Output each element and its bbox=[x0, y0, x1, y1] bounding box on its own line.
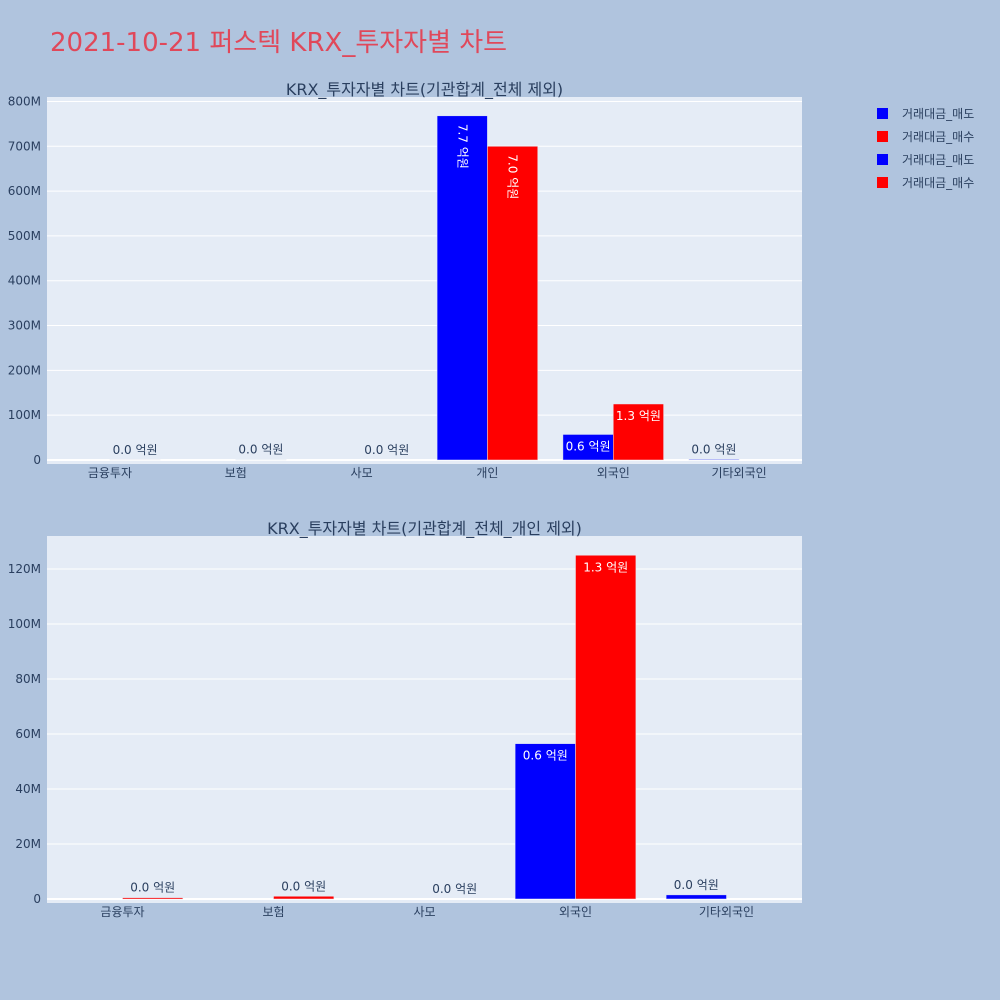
legend-swatch[interactable] bbox=[877, 177, 888, 188]
legend-label[interactable]: 거래대금_매도 bbox=[902, 153, 974, 167]
y-tick-label: 700M bbox=[8, 139, 41, 153]
x-tick-label: 보험 bbox=[225, 466, 247, 480]
y-tick-label: 400M bbox=[8, 274, 41, 288]
data-label: 7.7 억원 bbox=[455, 124, 469, 169]
x-tick-label: 기타외국인 bbox=[711, 466, 766, 480]
x-tick-label: 사모 bbox=[351, 466, 373, 480]
y-tick-label: 40M bbox=[15, 782, 41, 796]
x-tick-label: 사모 bbox=[413, 905, 435, 919]
data-label: 1.3 억원 bbox=[616, 409, 661, 423]
data-label: 7.0 억원 bbox=[506, 154, 520, 199]
bar[interactable] bbox=[122, 897, 184, 900]
y-tick-label: 120M bbox=[8, 562, 41, 576]
data-label: 1.3 억원 bbox=[583, 560, 628, 574]
legend-label[interactable]: 거래대금_매수 bbox=[902, 176, 974, 190]
plot-area bbox=[47, 536, 802, 903]
data-label: 0.0 억원 bbox=[113, 443, 158, 457]
y-tick-label: 600M bbox=[8, 184, 41, 198]
y-tick-label: 100M bbox=[8, 617, 41, 631]
chart-top: 0 100M 200M 300M 400M 500M 600M 700M 800M KRX_투자자… bbox=[8, 80, 802, 480]
y-tick-label: 800M bbox=[8, 94, 41, 108]
legend-swatch[interactable] bbox=[877, 131, 888, 142]
legend-swatch[interactable] bbox=[877, 154, 888, 165]
y-tick-label: 500M bbox=[8, 229, 41, 243]
y-tick-label: 20M bbox=[15, 837, 41, 851]
data-label: 0.0 억원 bbox=[691, 442, 736, 456]
bar[interactable] bbox=[688, 459, 740, 461]
y-tick-label: 200M bbox=[8, 363, 41, 377]
bar[interactable] bbox=[562, 434, 614, 461]
x-tick-label: 기타외국인 bbox=[699, 905, 754, 919]
data-label: 0.0 억원 bbox=[674, 878, 719, 892]
chart-bottom: 0 20M 40M 60M 80M 100M 120M KRX_투자자별 차트(기관합계_전체… bbox=[8, 519, 802, 919]
legend-swatch[interactable] bbox=[877, 108, 888, 119]
y-tick-label: 60M bbox=[15, 727, 41, 741]
y-tick-label: 0 bbox=[33, 892, 41, 906]
bar[interactable] bbox=[273, 896, 335, 900]
bar[interactable] bbox=[665, 894, 727, 900]
x-tick-label: 금융투자 bbox=[88, 466, 132, 480]
data-label: 0.0 억원 bbox=[432, 882, 477, 896]
x-tick-label: 외국인 bbox=[559, 905, 592, 919]
x-tick-label: 개인 bbox=[476, 466, 498, 480]
bar[interactable] bbox=[575, 555, 637, 900]
data-label: 0.6 억원 bbox=[566, 439, 611, 453]
legend-label[interactable]: 거래대금_매도 bbox=[902, 107, 974, 121]
chart-title: KRX_투자자별 차트(기관합계_전체_개인 제외) bbox=[267, 519, 582, 539]
data-label: 0.0 억원 bbox=[130, 881, 175, 895]
x-tick-label: 외국인 bbox=[597, 466, 630, 480]
page-title: 2021-10-21 퍼스텍 KRX_투자자별 차트 bbox=[50, 28, 508, 58]
data-label: 0.0 억원 bbox=[364, 443, 409, 457]
bar[interactable] bbox=[436, 115, 488, 461]
bar[interactable] bbox=[613, 403, 664, 461]
y-tick-label: 100M bbox=[8, 408, 41, 422]
y-tick-label: 300M bbox=[8, 319, 41, 333]
data-label: 0.0 억원 bbox=[281, 879, 326, 893]
chart-title: KRX_투자자별 차트(기관합계_전체 제외) bbox=[286, 80, 563, 100]
y-tick-label: 80M bbox=[15, 672, 41, 686]
legend-label[interactable]: 거래대금_매수 bbox=[902, 130, 974, 144]
y-tick-label: 0 bbox=[33, 453, 41, 467]
bar[interactable] bbox=[514, 743, 576, 900]
x-tick-label: 보험 bbox=[262, 905, 284, 919]
data-label: 0.0 억원 bbox=[238, 443, 283, 457]
data-label: 0.6 억원 bbox=[523, 749, 568, 763]
x-tick-label: 금융투자 bbox=[100, 905, 144, 919]
bar[interactable] bbox=[487, 146, 538, 461]
